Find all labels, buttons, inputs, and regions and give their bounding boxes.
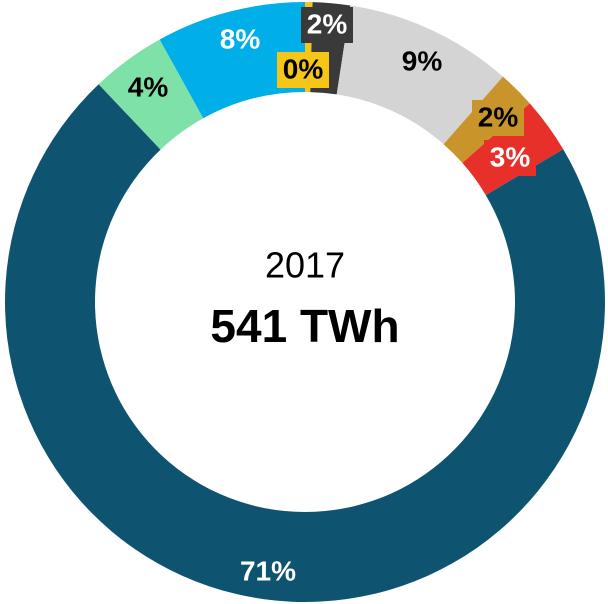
slice	[98, 39, 204, 150]
data-label: 3%	[490, 141, 531, 172]
slice	[159, 2, 305, 119]
data-label: 9%	[402, 45, 443, 76]
center-total: 541 TWh	[210, 300, 399, 352]
slice	[5, 84, 606, 603]
label-box	[472, 100, 524, 136]
center-year: 2017	[265, 245, 345, 286]
data-label: 8%	[220, 23, 261, 54]
label-box	[484, 140, 536, 176]
label-box	[301, 7, 353, 43]
data-label: 4%	[128, 71, 169, 102]
labels: 0% 2% 9% 2% 3% 71% 4% 8%	[128, 7, 536, 586]
slice	[336, 5, 503, 145]
data-label: 2%	[478, 101, 519, 132]
data-label: 2%	[307, 8, 348, 39]
data-label: 71%	[240, 555, 296, 586]
label-box	[277, 52, 329, 88]
data-label: 0%	[283, 53, 324, 84]
